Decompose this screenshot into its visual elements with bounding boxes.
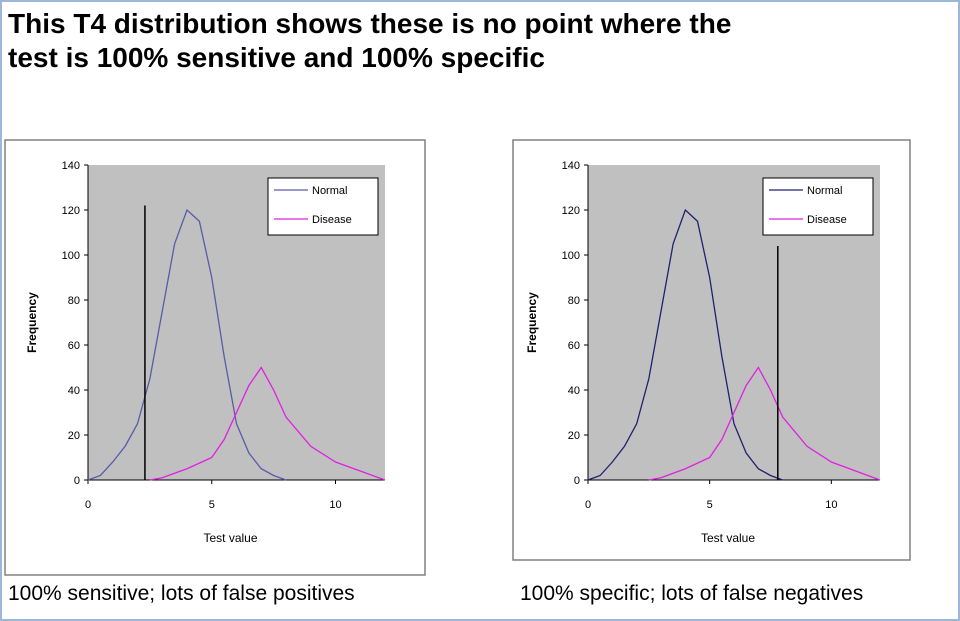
y-tick-label: 60 — [68, 340, 80, 352]
y-tick-label: 20 — [68, 430, 80, 442]
legend-label: Disease — [807, 214, 847, 226]
title-line: This T4 distribution shows these is no p… — [8, 8, 731, 39]
y-axis-label: Frequency — [525, 292, 539, 353]
legend-label: Normal — [807, 185, 842, 197]
x-tick-label: 10 — [329, 499, 341, 511]
caption: 100% sensitive; lots of false positives — [8, 582, 355, 605]
x-axis-label: Test value — [701, 531, 755, 545]
series-line — [87, 208, 287, 481]
y-axis-label: Frequency — [25, 292, 39, 353]
series-line — [648, 366, 881, 481]
slide-title: This T4 distribution shows these is no p… — [8, 8, 739, 73]
title-line: test is 100% sensitive and 100% specific — [8, 42, 545, 73]
x-axis-label: Test value — [203, 531, 257, 545]
x-tick-label: 0 — [585, 499, 591, 511]
legend — [267, 177, 379, 236]
y-tick-label: 40 — [68, 385, 80, 397]
series-line — [149, 366, 386, 481]
y-tick-label: 140 — [562, 160, 580, 172]
legend-label: Disease — [312, 214, 352, 226]
x-tick-label: 0 — [85, 499, 91, 511]
legend-label: Normal — [312, 185, 347, 197]
y-tick-label: 60 — [568, 340, 580, 352]
x-tick-label: 10 — [825, 499, 837, 511]
y-tick-label: 40 — [568, 385, 580, 397]
y-tick-label: 80 — [68, 295, 80, 307]
y-tick-label: 140 — [62, 160, 80, 172]
legend — [762, 177, 874, 236]
series-line — [587, 208, 783, 481]
y-tick-label: 120 — [62, 205, 80, 217]
caption: 100% specific; lots of false negatives — [520, 582, 863, 605]
y-tick-label: 20 — [568, 430, 580, 442]
x-tick-label: 5 — [707, 499, 713, 511]
x-tick-label: 5 — [209, 499, 215, 511]
y-tick-label: 120 — [562, 205, 580, 217]
y-tick-label: 80 — [568, 295, 580, 307]
y-tick-label: 0 — [574, 475, 580, 487]
y-tick-label: 100 — [562, 250, 580, 262]
y-tick-label: 0 — [74, 475, 80, 487]
y-tick-label: 100 — [62, 250, 80, 262]
